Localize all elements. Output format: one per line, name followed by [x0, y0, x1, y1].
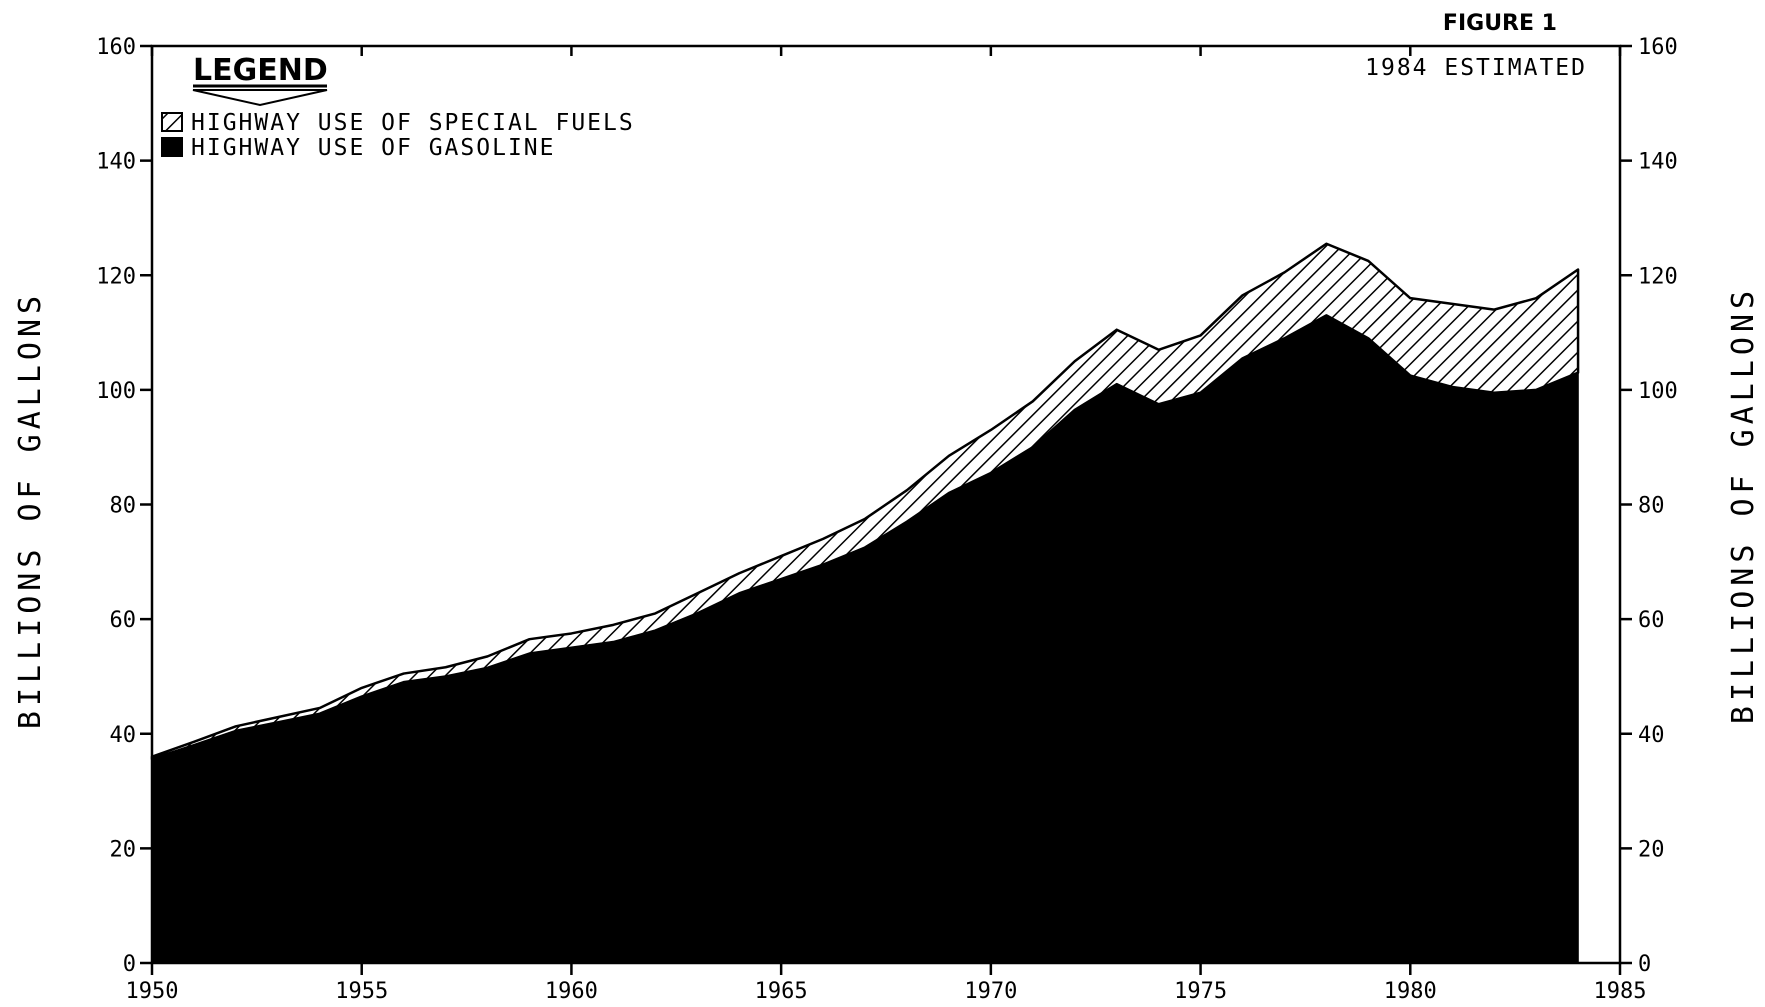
x-tick-label-1970: 1970 — [964, 979, 1017, 1004]
y-tick-label-right-160: 160 — [1638, 35, 1678, 60]
y-tick-label-right-40: 40 — [1638, 723, 1665, 748]
legend: LEGEND HIGHWAY USE OF SPECIAL FUELS HIGH… — [161, 53, 635, 161]
x-tick-label-1985: 1985 — [1594, 979, 1647, 1004]
y-tick-label-left-120: 120 — [96, 264, 136, 289]
legend-label-gasoline: HIGHWAY USE OF GASOLINE — [191, 135, 556, 161]
x-tick-label-1950: 1950 — [126, 979, 179, 1004]
legend-label-special-fuels: HIGHWAY USE OF SPECIAL FUELS — [191, 110, 635, 136]
y-tick-label-right-140: 140 — [1638, 150, 1678, 175]
y-tick-label-left-100: 100 — [96, 379, 136, 404]
x-tick-label-1955: 1955 — [335, 979, 388, 1004]
y-tick-label-left-20: 20 — [110, 837, 137, 862]
x-tick-label-1965: 1965 — [755, 979, 808, 1004]
figure-label: FIGURE 1 — [1443, 11, 1557, 36]
y-tick-label-right-100: 100 — [1638, 379, 1678, 404]
y-tick-label-left-40: 40 — [110, 723, 137, 748]
area-layer — [150, 242, 1580, 964]
x-tick-label-1960: 1960 — [545, 979, 598, 1004]
area-gasoline — [151, 314, 1579, 964]
legend-swatch-special-fuels — [161, 112, 183, 132]
y-axis-title-left: BILLIONS OF GALLONS — [13, 291, 48, 729]
y-tick-label-left-0: 0 — [123, 952, 136, 977]
x-tick-label-1980: 1980 — [1384, 979, 1437, 1004]
y-tick-label-right-80: 80 — [1638, 494, 1665, 519]
y-tick-label-right-20: 20 — [1638, 837, 1665, 862]
y-tick-label-right-0: 0 — [1638, 952, 1651, 977]
y-tick-label-right-120: 120 — [1638, 264, 1678, 289]
y-tick-label-left-160: 160 — [96, 35, 136, 60]
y-axis-title-right: BILLIONS OF GALLONS — [1726, 286, 1761, 724]
y-tick-label-left-60: 60 — [110, 608, 137, 633]
y-tick-label-left-80: 80 — [110, 494, 137, 519]
x-tick-label-1975: 1975 — [1174, 979, 1227, 1004]
estimate-note: 1984 ESTIMATED — [1365, 55, 1587, 81]
y-tick-label-left-140: 140 — [96, 150, 136, 175]
y-tick-label-right-60: 60 — [1638, 608, 1665, 633]
legend-arrow-icon — [192, 89, 328, 107]
legend-swatch-gasoline — [161, 137, 183, 157]
legend-title: LEGEND — [193, 53, 328, 88]
